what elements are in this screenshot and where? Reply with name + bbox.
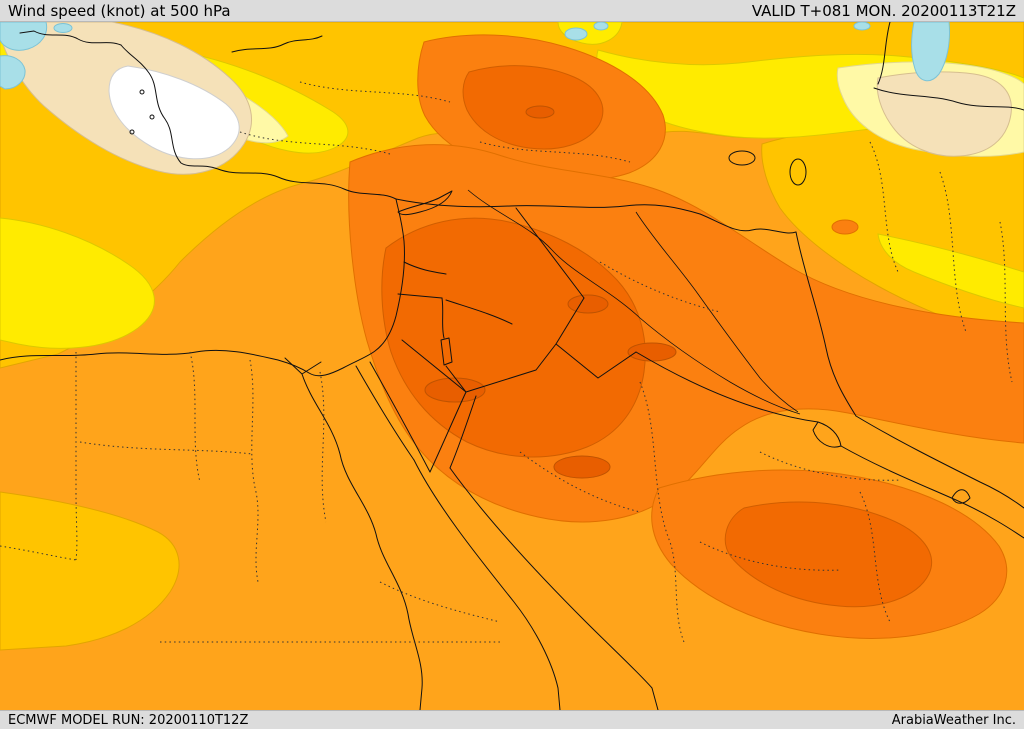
map-title: Wind speed (knot) at 500 hPa (8, 1, 231, 20)
gulf-of-aqaba-east-shore (449, 395, 477, 469)
gulf-of-suez-west-shore (355, 365, 415, 461)
valid-time-label: VALID T+081 MON. 20200113T21Z (751, 1, 1016, 20)
qatar-outline (951, 489, 971, 504)
coastlines-and-borders (0, 22, 1024, 710)
model-run-label: ECMWF MODEL RUN: 20200110T12Z (8, 712, 249, 728)
rivers (467, 189, 801, 415)
map-canvas (0, 22, 1024, 710)
israel-jordan-border (445, 365, 467, 393)
marmara-coastline (231, 35, 323, 53)
fill-white-core (108, 65, 240, 160)
footer-bar: ECMWF MODEL RUN: 20200110T12Z ArabiaWeat… (0, 710, 1024, 729)
saudi-red-sea-coast (449, 467, 659, 710)
lake-urmia-outline (789, 158, 807, 186)
iraq-saudi-border (635, 351, 819, 423)
jordan-iraq-border (555, 297, 585, 345)
wind-contour-fills (0, 22, 1024, 710)
syria-turkey-border (395, 198, 701, 215)
cyprus-outline (397, 190, 453, 216)
caspian-west-shore (877, 22, 891, 85)
aegean-island (129, 129, 135, 135)
sinai-east-shore (429, 391, 467, 473)
nile-delta-branch (284, 357, 303, 375)
euphrates-river (467, 189, 801, 415)
brand-label: ArabiaWeather Inc. (891, 712, 1016, 728)
sinai-west-shore (369, 361, 431, 473)
dead-sea-outline (440, 337, 453, 366)
jordan-river (441, 297, 445, 339)
nile-delta-branch (301, 361, 322, 375)
turkey-iran-border (699, 213, 797, 234)
persian-gulf-south-shore (840, 445, 1024, 539)
lebanon-syria-border (403, 261, 447, 275)
egypt-israel-border (401, 339, 467, 393)
admin-boundaries-dotted (0, 81, 1013, 643)
mediterranean-coastline (0, 44, 405, 377)
persian-gulf-north-shore (855, 415, 1024, 509)
fill-cyan-low (0, 22, 950, 90)
tigris-river (635, 211, 799, 413)
fill-darkest-orange (424, 105, 677, 479)
iran-iraq-border (795, 231, 857, 417)
wind-speed-map (0, 22, 1024, 710)
israel-north-border (397, 293, 443, 299)
syria-jordan-border (445, 299, 513, 325)
egypt-red-sea-coast (413, 459, 561, 710)
aegean-island (149, 114, 155, 120)
nile-river (301, 373, 423, 710)
aegean-island (139, 89, 145, 95)
caspian-south-shore (873, 87, 1024, 111)
aegean-coastline (19, 30, 122, 46)
header-bar: Wind speed (knot) at 500 hPa VALID T+081… (0, 0, 1024, 22)
lake-van-outline (728, 150, 756, 166)
syria-iraq-border (515, 207, 585, 299)
